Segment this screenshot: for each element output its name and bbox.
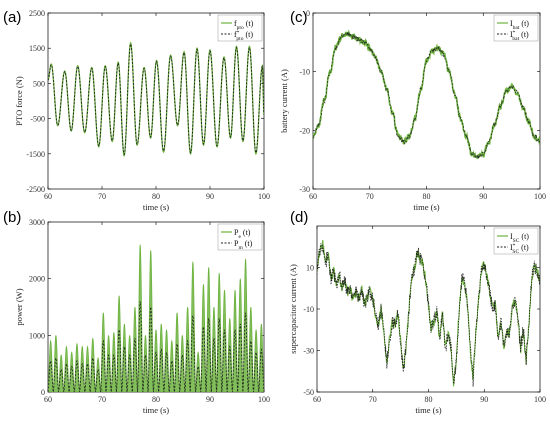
y-tick-label: -20: [299, 126, 310, 135]
y-tick-label: 10: [306, 264, 314, 273]
legend-main: f: [234, 19, 237, 28]
legend-suffix: (t): [519, 30, 529, 39]
legend-main: P: [234, 228, 239, 237]
series-line-isc-ref: [317, 243, 540, 387]
panel-a: 60 70 80 90 100 -2500 -1500 -500 500 1500 2500 time…: [3, 9, 270, 212]
x-tick-label: 60: [313, 395, 321, 404]
series-line-fpto-ref: [48, 43, 264, 156]
x-tick-label: 80: [152, 395, 160, 404]
x-tick-label: 100: [534, 395, 546, 404]
x-tick-label: 80: [425, 395, 433, 404]
legend-suffix: (t): [243, 239, 253, 248]
legend-entry: fpto (t): [234, 19, 254, 31]
panel-label: (a): [3, 9, 21, 26]
legend-sup: *: [513, 30, 516, 36]
x-tick-label: 80: [152, 192, 160, 201]
legend-sup: *: [513, 243, 516, 249]
y-tick-label: 1000: [29, 331, 45, 340]
legend-sub: e: [238, 234, 241, 240]
legend-sub: SC: [512, 249, 519, 255]
y-tick-label: -50: [303, 388, 314, 397]
legend-entry: I* SC (t): [510, 243, 529, 255]
legend-main: P: [234, 239, 239, 248]
x-tick-label: 60: [44, 192, 52, 201]
legend-sup: *: [237, 30, 240, 36]
legend-sub: pto: [237, 25, 244, 31]
y-tick-label: -500: [30, 115, 45, 124]
series-line-pm: [48, 301, 264, 392]
x-tick-label: 70: [369, 395, 377, 404]
y-axis-label: PTO force (N): [14, 76, 24, 126]
y-tick-label: -1500: [26, 150, 45, 159]
legend-entry: ISC (t): [510, 232, 529, 244]
x-tick-label: 90: [206, 395, 214, 404]
x-tick-label: 100: [258, 395, 270, 404]
legend-suffix: (t): [519, 243, 529, 252]
legend-suffix: (t): [243, 30, 253, 39]
x-tick-label: 90: [479, 192, 487, 201]
y-tick-label: 3000: [29, 218, 45, 227]
legend-suffix: (t): [519, 19, 529, 28]
y-tick-label: 500: [33, 79, 45, 88]
legend-box: [493, 227, 539, 255]
x-tick-label: 60: [309, 192, 317, 201]
legend-box: [493, 14, 539, 42]
y-tick-label: 2500: [29, 9, 45, 18]
legend-sub: pto: [236, 36, 243, 42]
panel-c: 60 70 80 90 100 -30 -20 -10 0 time (s) battery cur…: [279, 9, 546, 212]
y-tick-label: 0: [41, 388, 45, 397]
panel-label: (d): [290, 209, 308, 226]
x-tick-label: 70: [98, 192, 106, 201]
x-tick-label: 70: [98, 395, 106, 404]
legend-main: I: [510, 232, 513, 241]
legend-main: I: [510, 30, 513, 39]
x-tick-label: 100: [534, 192, 546, 201]
x-tick-label: 70: [366, 192, 374, 201]
y-tick-label: -10: [299, 68, 310, 77]
y-tick-label: 1500: [29, 44, 45, 53]
y-tick-label: -10: [303, 305, 314, 314]
legend-suffix: (t): [519, 232, 529, 241]
x-axis-label: time (s): [143, 405, 169, 415]
legend-suffix: (t): [244, 19, 254, 28]
legend-box: [217, 223, 263, 251]
y-tick-label: 0: [306, 9, 310, 18]
legend-suffix: (t): [241, 228, 251, 237]
x-axis-label: time (s): [415, 405, 441, 415]
legend-main: I: [510, 243, 513, 252]
y-axis-label: supercapacitor current (A): [288, 264, 298, 354]
x-tick-label: 80: [423, 192, 431, 201]
legend-entry: I* bat (t): [510, 30, 529, 42]
y-tick-label: -30: [299, 185, 310, 194]
y-tick-label: -30: [303, 347, 314, 356]
legend-entry: f* pto (t): [234, 30, 253, 42]
y-axis-label: battery current (A): [279, 69, 289, 133]
legend-sub: bat: [513, 25, 520, 31]
x-tick-label: 90: [480, 395, 488, 404]
legend-main: f: [234, 30, 237, 39]
legend-entry: Pe (t): [234, 228, 251, 240]
x-axis-label: time (s): [143, 202, 169, 212]
legend-sub: m: [238, 245, 243, 251]
panel-label: (b): [3, 209, 21, 226]
y-tick-label: 2000: [29, 275, 45, 284]
legend-box: [217, 14, 263, 42]
panel-label: (c): [290, 9, 308, 26]
legend-sub: bat: [512, 36, 519, 42]
series-line-ibat-ref: [313, 31, 540, 160]
legend-entry: Ibat (t): [510, 19, 529, 31]
x-axis-label: time (s): [413, 202, 439, 212]
y-axis-label: power (W): [14, 288, 24, 325]
panel-d: 60 70 80 90 100 -50 -30 -10 10 time (s) supercapac…: [288, 209, 546, 415]
legend-main: I: [510, 19, 513, 28]
x-tick-label: 90: [206, 192, 214, 201]
legend-entry: Pm (t): [234, 239, 253, 251]
y-tick-label: -2500: [26, 185, 45, 194]
legend-sub: SC: [513, 238, 520, 244]
x-tick-label: 100: [258, 192, 270, 201]
x-tick-label: 60: [44, 395, 52, 404]
